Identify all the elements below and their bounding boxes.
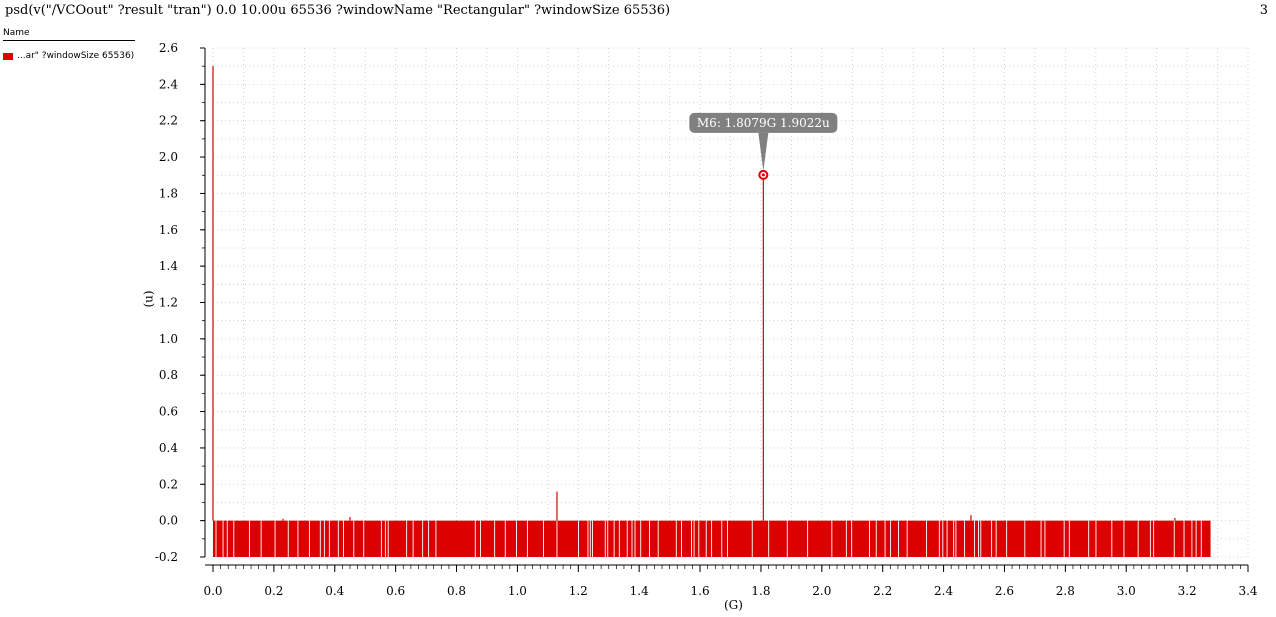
x-tick-label: 0.8 bbox=[447, 584, 466, 598]
noise-band bbox=[213, 520, 1211, 557]
marker-pointer bbox=[758, 132, 769, 171]
x-tick-label: 0.6 bbox=[386, 584, 405, 598]
x-tick-label: 3.0 bbox=[1117, 584, 1136, 598]
x-tick-label: 1.8 bbox=[751, 584, 770, 598]
chart-title: psd(v("/VCOout" ?result "tran") 0.0 10.0… bbox=[5, 3, 671, 18]
x-tick-label: 2.2 bbox=[873, 584, 892, 598]
marker-m6: M6: 1.8079G 1.9022u bbox=[689, 112, 838, 180]
x-tick-label: 2.4 bbox=[934, 584, 953, 598]
x-axis-label: (G) bbox=[724, 598, 743, 612]
y-tick-label: 1.4 bbox=[159, 259, 178, 273]
y-tick-label: 2.0 bbox=[159, 150, 178, 164]
legend-swatch bbox=[3, 52, 13, 60]
tick-labels: -0.2 0.0 0.2 0.4 0.6 0.8 1.0 1.2 1.4 1.6 1.8 2.0 2.2… bbox=[155, 41, 1258, 598]
x-tick-label: 0.4 bbox=[325, 584, 344, 598]
y-tick-label: 0.8 bbox=[159, 368, 178, 382]
page-number: 3 bbox=[1259, 3, 1268, 18]
x-tick-label: 1.6 bbox=[691, 584, 710, 598]
y-tick-label: 1.8 bbox=[159, 186, 178, 200]
marker-label-box bbox=[689, 112, 838, 133]
y-tick-label: 0.6 bbox=[159, 405, 178, 419]
x-tick-label: 1.0 bbox=[508, 584, 527, 598]
x-tick-label: 2.0 bbox=[812, 584, 831, 598]
x-tick-label: 0.0 bbox=[203, 584, 222, 598]
x-tick-label: 1.2 bbox=[569, 584, 588, 598]
y-tick-label: 2.4 bbox=[159, 77, 178, 91]
legend: Name ...ar" ?windowSize 65536) bbox=[3, 28, 135, 61]
x-tick-label: 2.8 bbox=[1056, 584, 1075, 598]
legend-entry[interactable]: ...ar" ?windowSize 65536) bbox=[3, 51, 135, 61]
y-tick-label: 1.2 bbox=[159, 296, 178, 310]
y-tick-label: -0.2 bbox=[155, 550, 178, 564]
y-tick-label: 2.6 bbox=[159, 41, 178, 55]
peak-lines bbox=[212, 66, 1176, 521]
marker-point-center bbox=[761, 173, 765, 177]
marker-label: M6: 1.8079G 1.9022u bbox=[697, 116, 830, 130]
x-tick-label: 1.4 bbox=[630, 584, 649, 598]
y-tick-label: 0.4 bbox=[159, 441, 178, 455]
x-tick-label: 2.6 bbox=[995, 584, 1014, 598]
y-tick-label: 2.2 bbox=[159, 114, 178, 128]
x-tick-label: 3.2 bbox=[1178, 584, 1197, 598]
y-tick-label: 1.0 bbox=[159, 332, 178, 346]
x-tick-label: 0.2 bbox=[264, 584, 283, 598]
y-tick-label: 1.6 bbox=[159, 223, 178, 237]
y-tick-label: 0.0 bbox=[159, 514, 178, 528]
legend-entry-label: ...ar" ?windowSize 65536) bbox=[17, 51, 135, 61]
x-tick-label: 3.4 bbox=[1238, 584, 1257, 598]
legend-header: Name bbox=[3, 28, 135, 41]
y-tick-label: 0.2 bbox=[159, 477, 178, 491]
plot-axes bbox=[200, 47, 1249, 572]
